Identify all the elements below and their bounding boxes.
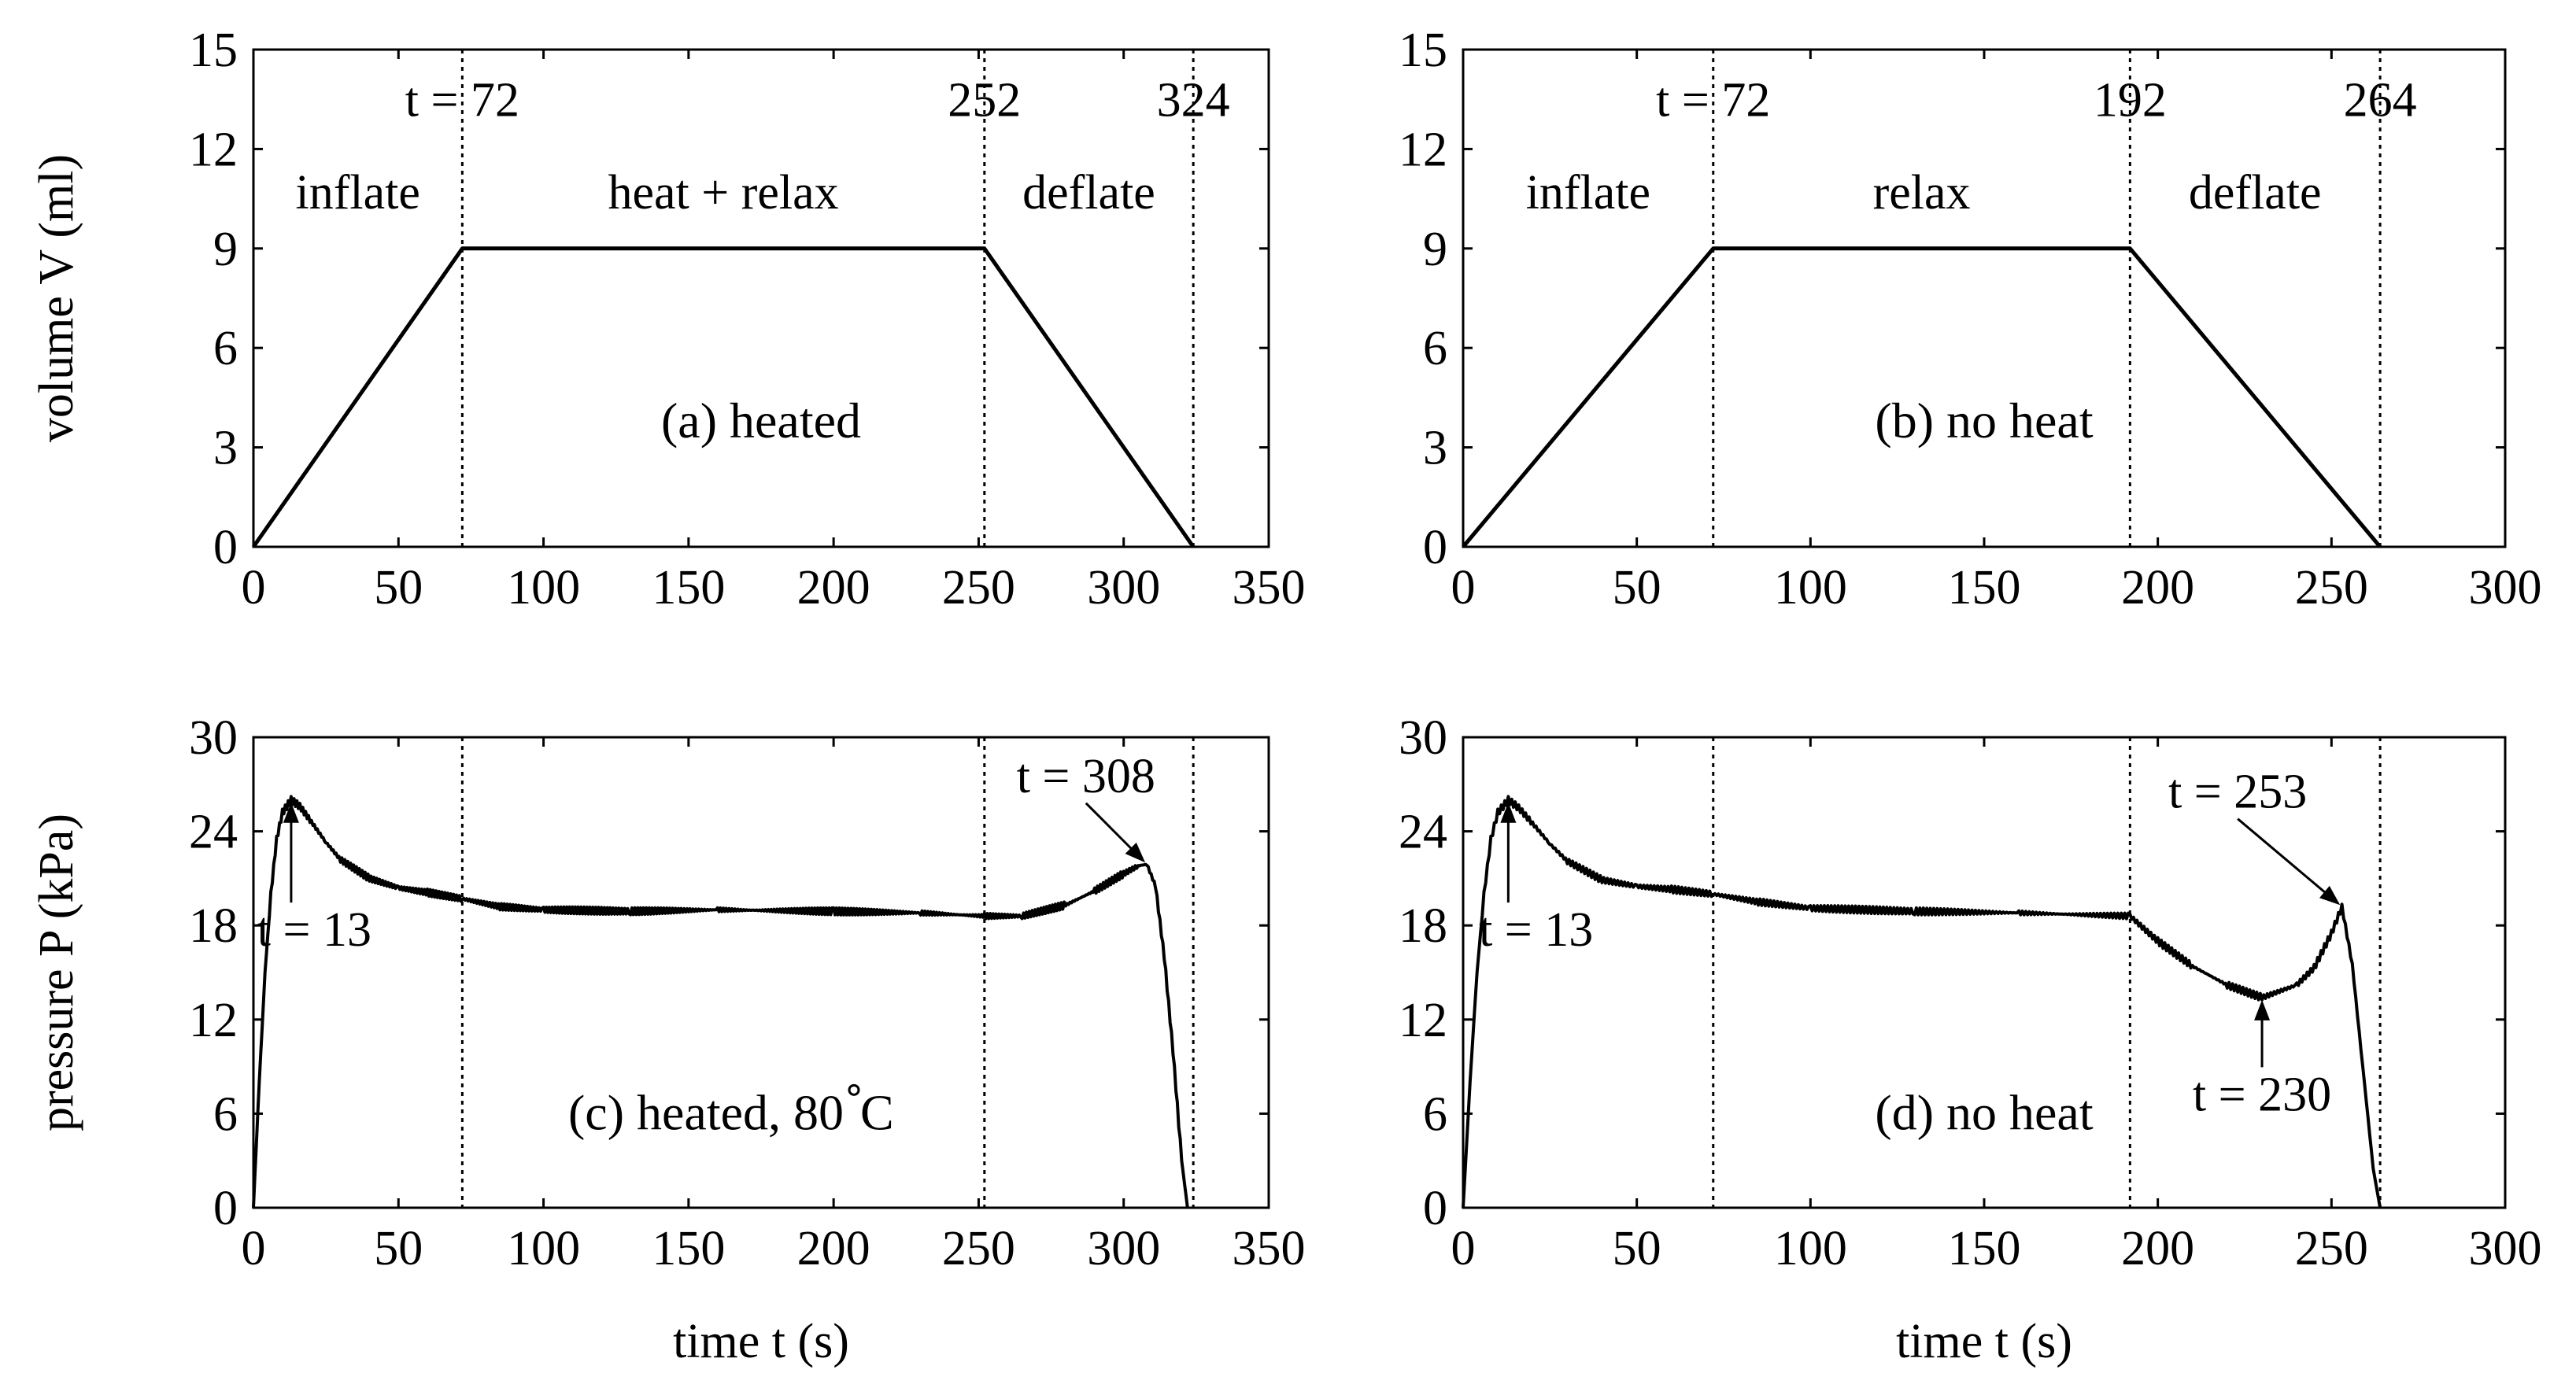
annotation-arrow (1085, 802, 1134, 851)
plot-frame (252, 48, 1270, 548)
phase-label: heat + relax (608, 166, 839, 220)
y-tick-label: 12 (1399, 994, 1447, 1047)
x-axis-label: time t (s) (673, 1315, 849, 1368)
time-marker-label: 324 (1157, 73, 1230, 127)
y-tick-label: 18 (1399, 899, 1447, 953)
x-tick-label: 100 (1774, 1222, 1847, 1275)
chart-panel-b: 0 50 100 150 200 250 300 0 3 6 9 12 15 inflate relax de… (1399, 24, 2542, 614)
x-tick-label: 350 (1233, 1222, 1306, 1275)
x-tick-label: 300 (1087, 1222, 1160, 1275)
x-tick-label: 100 (507, 561, 580, 614)
y-tick-label: 24 (1399, 806, 1447, 859)
annotation-label: t = 230 (2193, 1068, 2331, 1121)
y-tick-label: 9 (1423, 223, 1447, 276)
x-tick-label: 200 (797, 561, 870, 614)
chart-panel-d: 0 50 100 150 200 250 300 0 6 12 18 24 30 t = 13 t = 25… (1399, 711, 2542, 1368)
volume-series-line (1462, 246, 2382, 548)
y-tick-label: 0 (213, 521, 238, 574)
y-tick-label: 6 (1423, 1087, 1447, 1141)
x-tick-label: 300 (2469, 1222, 2542, 1275)
annotation-label: t = 253 (2168, 766, 2307, 819)
panel-title: (c) heated, 80 (568, 1084, 844, 1140)
phase-label: inflate (1526, 166, 1650, 220)
y-tick-label: 30 (189, 711, 238, 765)
phase-label: inflate (295, 166, 419, 220)
y-tick-label: 15 (189, 24, 238, 77)
volume-series-line (251, 246, 1196, 548)
x-tick-label: 0 (1451, 561, 1476, 614)
panel-title: (b) no heat (1875, 393, 2093, 448)
y-tick-label: 12 (189, 994, 238, 1047)
time-marker-label: t = 72 (405, 73, 519, 127)
y-tick-label: 0 (1423, 1182, 1447, 1235)
annotation-label: t = 13 (1479, 903, 1593, 957)
time-marker-label: 252 (948, 73, 1021, 127)
annotation-arrowhead (2254, 999, 2271, 1020)
x-tick-label: 150 (1948, 561, 2021, 614)
y-tick-label: 12 (189, 123, 238, 176)
y-axis-label: volume V (ml) (30, 154, 83, 442)
degree-symbol-icon (848, 1083, 860, 1096)
x-tick-label: 250 (942, 561, 1015, 614)
y-tick-label: 24 (189, 806, 238, 859)
time-marker-label: 264 (2344, 73, 2417, 127)
x-tick-label: 200 (2121, 561, 2194, 614)
x-tick-label: 50 (374, 1222, 423, 1275)
y-tick-label: 6 (213, 322, 238, 375)
annotation-arrowhead (1125, 842, 1146, 863)
y-tick-label: 0 (1423, 521, 1447, 574)
annotation-arrow (2237, 817, 2328, 895)
phase-label: deflate (2189, 166, 2322, 220)
y-axis-label: pressure P (kPa) (30, 814, 83, 1131)
time-marker-label: 192 (2094, 73, 2167, 127)
plot-frame (252, 736, 1270, 1209)
x-tick-label: 0 (1451, 1222, 1476, 1275)
x-tick-label: 250 (942, 1222, 1015, 1275)
x-tick-label: 0 (242, 1222, 266, 1275)
x-tick-label: 300 (1087, 561, 1160, 614)
annotation-label: t = 308 (1017, 750, 1155, 803)
x-tick-label: 300 (2469, 561, 2542, 614)
annotation-arrowhead (2319, 885, 2341, 906)
annotation-arrowhead (1500, 802, 1517, 823)
time-marker-label: t = 72 (1656, 73, 1770, 127)
x-tick-label: 50 (374, 561, 423, 614)
x-tick-label: 200 (797, 1222, 870, 1275)
panel-title: (a) heated (661, 393, 861, 448)
chart-panel-c: 0 50 100 150 200 250 300 350 0 6 12 18 24 30 t = 13 t =… (30, 711, 1306, 1368)
y-tick-label: 12 (1399, 123, 1447, 176)
phase-label: deflate (1022, 166, 1155, 220)
x-tick-label: 0 (242, 561, 266, 614)
y-tick-label: 6 (213, 1087, 238, 1141)
pressure-series-line (1462, 795, 2382, 1209)
x-tick-label: 150 (1948, 1222, 2021, 1275)
phase-label: relax (1873, 166, 1971, 220)
x-tick-label: 250 (2295, 561, 2368, 614)
x-tick-label: 100 (1774, 561, 1847, 614)
x-tick-label: 100 (507, 1222, 580, 1275)
y-tick-label: 0 (213, 1182, 238, 1235)
x-tick-label: 200 (2121, 1222, 2194, 1275)
y-tick-label: 9 (213, 223, 238, 276)
x-tick-label: 50 (1613, 1222, 1661, 1275)
x-tick-label: 150 (652, 1222, 725, 1275)
y-tick-label: 3 (213, 422, 238, 475)
y-tick-label: 15 (1399, 24, 1447, 77)
x-tick-label: 250 (2295, 1222, 2368, 1275)
y-tick-label: 30 (1399, 711, 1447, 765)
annotation-label: t = 13 (257, 903, 371, 957)
x-tick-label: 350 (1233, 561, 1306, 614)
pressure-series-line (252, 795, 1189, 1209)
y-tick-label: 18 (189, 899, 238, 953)
annotation-arrowhead (283, 802, 299, 823)
x-tick-label: 150 (652, 561, 725, 614)
y-tick-label: 3 (1423, 422, 1447, 475)
chart-panel-a: 0 50 100 150 200 250 300 350 0 3 6 9 12 15 inflate heat… (30, 24, 1306, 614)
x-tick-label: 50 (1613, 561, 1661, 614)
y-tick-label: 6 (1423, 322, 1447, 375)
x-axis-label: time t (s) (1896, 1315, 2072, 1368)
panel-title: (d) no heat (1875, 1084, 2093, 1140)
panel-title-unit: C (860, 1084, 894, 1140)
